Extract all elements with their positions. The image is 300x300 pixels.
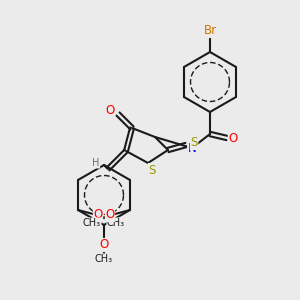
Text: O: O [93,208,103,221]
Text: O: O [105,103,115,116]
Text: H: H [92,158,100,168]
Text: CH₃: CH₃ [107,218,125,228]
Text: S: S [148,164,156,176]
Text: N: N [188,142,196,155]
Text: O: O [228,131,238,145]
Text: Br: Br [203,25,217,38]
Text: CH₃: CH₃ [83,218,101,228]
Text: CH₃: CH₃ [95,254,113,264]
Text: O: O [99,238,109,251]
Text: H: H [190,136,198,146]
Text: S: S [190,136,198,149]
Text: O: O [105,208,115,221]
